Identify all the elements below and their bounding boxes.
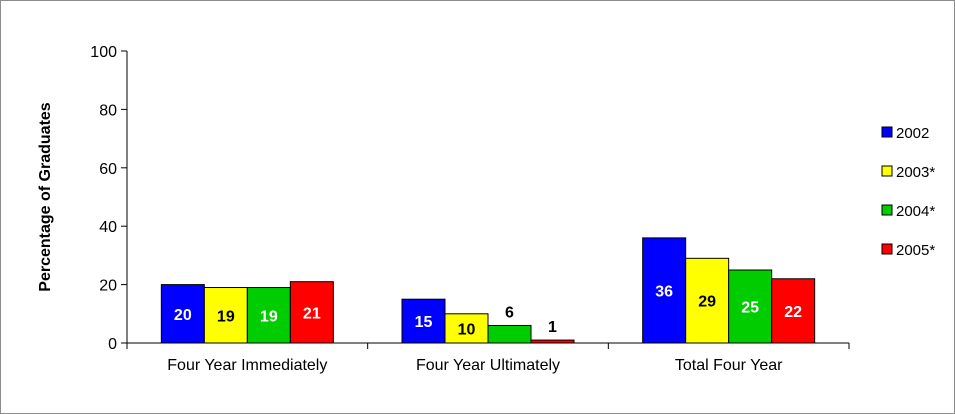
- data-label: 6: [505, 304, 514, 321]
- data-label: 19: [217, 308, 235, 325]
- y-tick-label: 60: [99, 161, 117, 178]
- data-label: 15: [415, 314, 433, 331]
- y-tick-label: 0: [108, 336, 117, 353]
- legend: 2002 2003* 2004* 2005*: [881, 125, 935, 259]
- legend-label: 2004*: [896, 203, 935, 220]
- y-tick-label: 40: [99, 219, 117, 236]
- data-label: 36: [655, 283, 673, 300]
- x-tick-label: Total Four Year: [675, 357, 783, 374]
- bar: [246, 287, 291, 344]
- legend-label: 2003*: [896, 164, 935, 181]
- bar: [289, 281, 334, 344]
- data-label: 19: [260, 308, 278, 325]
- bar: [487, 324, 532, 344]
- legend-swatch: [881, 204, 893, 216]
- bar: [160, 284, 205, 344]
- bar: [530, 339, 575, 344]
- data-label: 22: [784, 304, 802, 321]
- data-label: 1: [548, 319, 557, 336]
- data-label: 25: [741, 300, 759, 317]
- legend-label: 2005*: [896, 242, 935, 259]
- legend-swatch: [881, 165, 893, 177]
- data-label: 10: [458, 321, 476, 338]
- bar: [203, 287, 248, 344]
- bar: [728, 269, 773, 344]
- bar: [401, 298, 446, 344]
- data-label: 21: [303, 305, 321, 322]
- data-labels-group: 20 19 19 21 15 10 6 1 36 29 25 22: [174, 283, 802, 338]
- y-tick-label: 20: [99, 278, 117, 295]
- legend-swatch: [881, 126, 893, 138]
- data-label: 20: [174, 307, 192, 324]
- x-tick-label: Four Year Immediately: [167, 357, 327, 374]
- legend-label: 2002: [896, 125, 929, 142]
- bar: [642, 237, 687, 344]
- bars-group: [160, 237, 816, 344]
- y-tick-label: 100: [90, 44, 117, 61]
- bar: [771, 278, 816, 344]
- y-tick-label: 80: [99, 102, 117, 119]
- data-label: 29: [698, 294, 716, 311]
- bar: [685, 257, 730, 344]
- legend-swatch: [881, 243, 893, 255]
- y-axis-title: Percentage of Graduates: [37, 102, 54, 292]
- x-tick-label: Four Year Ultimately: [416, 357, 560, 374]
- bar: [444, 313, 489, 344]
